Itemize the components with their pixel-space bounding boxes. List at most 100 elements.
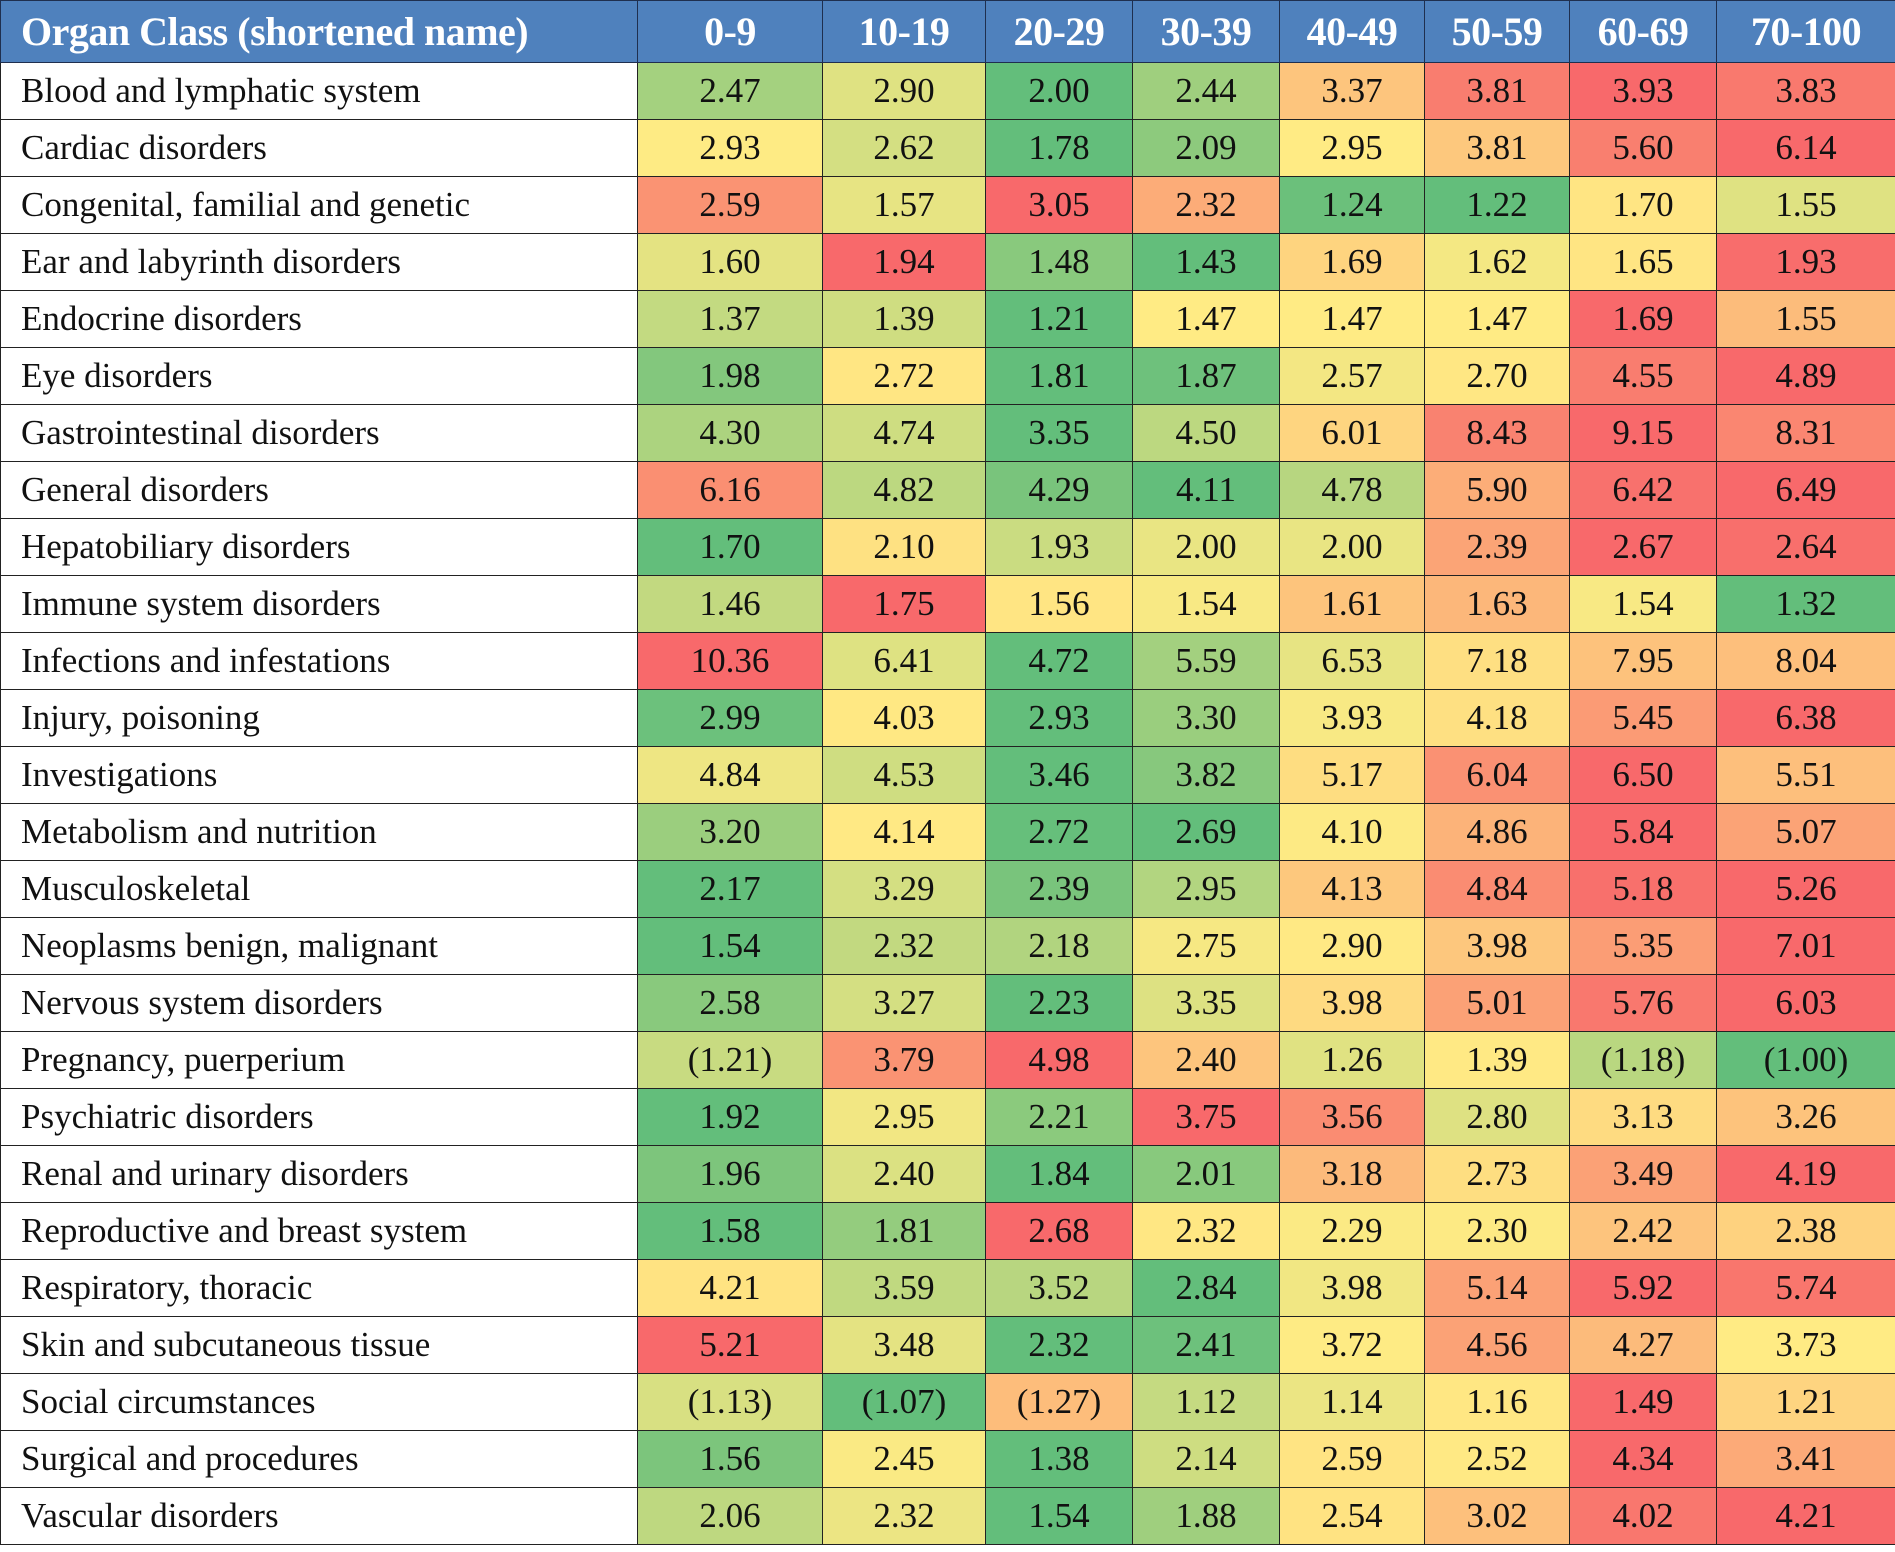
- heatmap-cell: 4.98: [985, 1031, 1133, 1089]
- heatmap-cell: 5.90: [1424, 461, 1570, 519]
- heatmap-cell: 4.14: [822, 803, 986, 861]
- heatmap-cell: 1.96: [637, 1145, 823, 1203]
- heatmap-cell: 3.93: [1569, 62, 1717, 120]
- heatmap-cell: 2.90: [822, 62, 986, 120]
- heatmap-cell: 1.48: [985, 233, 1133, 291]
- table-row: Nervous system disorders 2.58 3.27 2.23 3.35…: [0, 974, 1895, 1032]
- organ-class-name: Infections and infestations: [0, 632, 638, 690]
- heatmap-cell: 7.95: [1569, 632, 1717, 690]
- heatmap-cell: 5.35: [1569, 917, 1717, 975]
- heatmap-cell: (1.18): [1569, 1031, 1717, 1089]
- heatmap-cell: 2.40: [1132, 1031, 1280, 1089]
- heatmap-cell: 1.37: [637, 290, 823, 348]
- heatmap-cell: 1.47: [1424, 290, 1570, 348]
- heatmap-cell: 3.83: [1716, 62, 1895, 120]
- heatmap-cell: 4.30: [637, 404, 823, 462]
- table-row: Hepatobiliary disorders 1.70 2.10 1.93 2.00 2…: [0, 518, 1895, 576]
- heatmap-cell: 1.12: [1132, 1373, 1280, 1431]
- heatmap-cell: 2.39: [1424, 518, 1570, 576]
- heatmap-cell: 5.92: [1569, 1259, 1717, 1317]
- heatmap-cell: 1.21: [985, 290, 1133, 348]
- heatmap-cell: 3.81: [1424, 119, 1570, 177]
- heatmap-cell: 2.93: [637, 119, 823, 177]
- table-row: Skin and subcutaneous tissue 5.21 3.48 2.32…: [0, 1316, 1895, 1374]
- heatmap-cell: 1.81: [985, 347, 1133, 405]
- heatmap-cell: 1.57: [822, 176, 986, 234]
- heatmap-cell: 4.89: [1716, 347, 1895, 405]
- heatmap-cell: 1.46: [637, 575, 823, 633]
- heatmap-cell: 6.01: [1279, 404, 1425, 462]
- heatmap-cell: 3.56: [1279, 1088, 1425, 1146]
- heatmap-cell: 4.56: [1424, 1316, 1570, 1374]
- heatmap-cell: 1.54: [637, 917, 823, 975]
- heatmap-cell: 3.73: [1716, 1316, 1895, 1374]
- table-row: Injury, poisoning 2.99 4.03 2.93 3.30 3.93 4.1…: [0, 689, 1895, 747]
- organ-class-name: Congenital, familial and genetic: [0, 176, 638, 234]
- heatmap-cell: 6.16: [637, 461, 823, 519]
- heatmap-cell: 2.90: [1279, 917, 1425, 975]
- heatmap-cell: 1.39: [822, 290, 986, 348]
- organ-class-name: Pregnancy, puerperium: [0, 1031, 638, 1089]
- heatmap-cell: 1.16: [1424, 1373, 1570, 1431]
- heatmap-cell: 2.17: [637, 860, 823, 918]
- heatmap-cell: 1.58: [637, 1202, 823, 1260]
- heatmap-cell: 3.72: [1279, 1316, 1425, 1374]
- heatmap-cell: 2.32: [985, 1316, 1133, 1374]
- heatmap-cell: 1.54: [1569, 575, 1717, 633]
- heatmap-cell: 3.20: [637, 803, 823, 861]
- heatmap-cell: 1.70: [637, 518, 823, 576]
- heatmap-cell: 1.26: [1279, 1031, 1425, 1089]
- table-row: Musculoskeletal 2.17 3.29 2.39 2.95 4.13 4.84 5…: [0, 860, 1895, 918]
- heatmap-cell: (1.27): [985, 1373, 1133, 1431]
- heatmap-cell: 4.29: [985, 461, 1133, 519]
- heatmap-cell: 2.42: [1569, 1202, 1717, 1260]
- header-organ-class: Organ Class (shortened name): [0, 0, 638, 63]
- heatmap-cell: 3.29: [822, 860, 986, 918]
- organ-class-name: Reproductive and breast system: [0, 1202, 638, 1260]
- heatmap-cell: 5.18: [1569, 860, 1717, 918]
- table-row: Psychiatric disorders 1.92 2.95 2.21 3.75 3.5…: [0, 1088, 1895, 1146]
- heatmap-cell: 2.41: [1132, 1316, 1280, 1374]
- heatmap-cell: (1.00): [1716, 1031, 1895, 1089]
- heatmap-cell: 4.21: [637, 1259, 823, 1317]
- heatmap-cell: 5.01: [1424, 974, 1570, 1032]
- table-row: Cardiac disorders 2.93 2.62 1.78 2.09 2.95 3.8…: [0, 119, 1895, 177]
- heatmap-cell: 3.49: [1569, 1145, 1717, 1203]
- header-row: Organ Class (shortened name) 0-9 10-19 20-…: [0, 0, 1895, 63]
- heatmap-cell: 4.74: [822, 404, 986, 462]
- heatmap-cell: 2.00: [985, 62, 1133, 120]
- heatmap-cell: 5.21: [637, 1316, 823, 1374]
- heatmap-cell: 3.27: [822, 974, 986, 1032]
- table-row: Infections and infestations 10.36 6.41 4.72…: [0, 632, 1895, 690]
- heatmap-cell: 1.75: [822, 575, 986, 633]
- table-row: Immune system disorders 1.46 1.75 1.56 1.54 1…: [0, 575, 1895, 633]
- table-row: Congenital, familial and genetic 2.59 1.57…: [0, 176, 1895, 234]
- heatmap-cell: 2.32: [822, 917, 986, 975]
- table-row: Neoplasms benign, malignant 1.54 2.32 2.18 2…: [0, 917, 1895, 975]
- heatmap-cell: 6.04: [1424, 746, 1570, 804]
- table-row: Vascular disorders 2.06 2.32 1.54 1.88 2.54 3.…: [0, 1487, 1895, 1545]
- heatmap-cell: 3.59: [822, 1259, 986, 1317]
- header-age-30-39: 30-39: [1132, 0, 1280, 63]
- header-age-60-69: 60-69: [1569, 0, 1717, 63]
- heatmap-cell: 3.37: [1279, 62, 1425, 120]
- organ-class-name: Endocrine disorders: [0, 290, 638, 348]
- organ-class-name: Metabolism and nutrition: [0, 803, 638, 861]
- organ-class-name: Respiratory, thoracic: [0, 1259, 638, 1317]
- heatmap-cell: 2.58: [637, 974, 823, 1032]
- heatmap-cell: 6.53: [1279, 632, 1425, 690]
- table-body: Blood and lymphatic system 2.47 2.90 2.00 2.…: [0, 62, 1895, 1545]
- organ-class-name: Immune system disorders: [0, 575, 638, 633]
- heatmap-cell: 2.70: [1424, 347, 1570, 405]
- heatmap-cell: 1.94: [822, 233, 986, 291]
- heatmap-cell: 2.54: [1279, 1487, 1425, 1545]
- heatmap-cell: 1.78: [985, 119, 1133, 177]
- heatmap-cell: 6.50: [1569, 746, 1717, 804]
- heatmap-cell: 8.31: [1716, 404, 1895, 462]
- heatmap-cell: 2.95: [1279, 119, 1425, 177]
- heatmap-cell: 1.69: [1569, 290, 1717, 348]
- heatmap-cell: 2.80: [1424, 1088, 1570, 1146]
- heatmap-cell: 1.60: [637, 233, 823, 291]
- organ-class-name: General disorders: [0, 461, 638, 519]
- header-age-0-9: 0-9: [637, 0, 823, 63]
